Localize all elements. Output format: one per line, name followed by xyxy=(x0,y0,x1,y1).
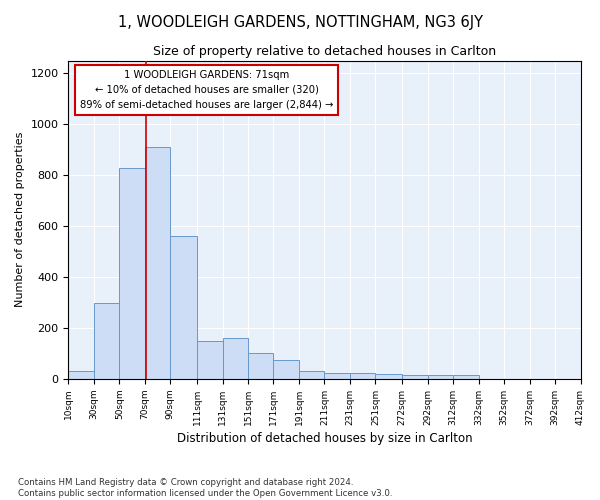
Bar xyxy=(223,338,248,379)
Bar xyxy=(170,236,197,379)
Bar xyxy=(376,374,402,379)
Text: 1 WOODLEIGH GARDENS: 71sqm
← 10% of detached houses are smaller (320)
89% of sem: 1 WOODLEIGH GARDENS: 71sqm ← 10% of deta… xyxy=(80,70,334,110)
Text: Contains HM Land Registry data © Crown copyright and database right 2024.
Contai: Contains HM Land Registry data © Crown c… xyxy=(18,478,392,498)
Bar xyxy=(145,147,170,379)
Bar xyxy=(402,375,428,379)
Bar xyxy=(453,375,479,379)
Bar xyxy=(325,372,350,379)
Bar xyxy=(350,372,376,379)
Bar xyxy=(428,375,453,379)
Bar xyxy=(248,354,274,379)
Bar xyxy=(119,168,145,379)
Bar xyxy=(94,302,119,379)
Text: 1, WOODLEIGH GARDENS, NOTTINGHAM, NG3 6JY: 1, WOODLEIGH GARDENS, NOTTINGHAM, NG3 6J… xyxy=(118,15,482,30)
Bar xyxy=(274,360,299,379)
Title: Size of property relative to detached houses in Carlton: Size of property relative to detached ho… xyxy=(153,45,496,58)
Y-axis label: Number of detached properties: Number of detached properties xyxy=(15,132,25,308)
Bar xyxy=(299,372,325,379)
Bar xyxy=(68,372,94,379)
Bar xyxy=(197,341,223,379)
X-axis label: Distribution of detached houses by size in Carlton: Distribution of detached houses by size … xyxy=(176,432,472,445)
